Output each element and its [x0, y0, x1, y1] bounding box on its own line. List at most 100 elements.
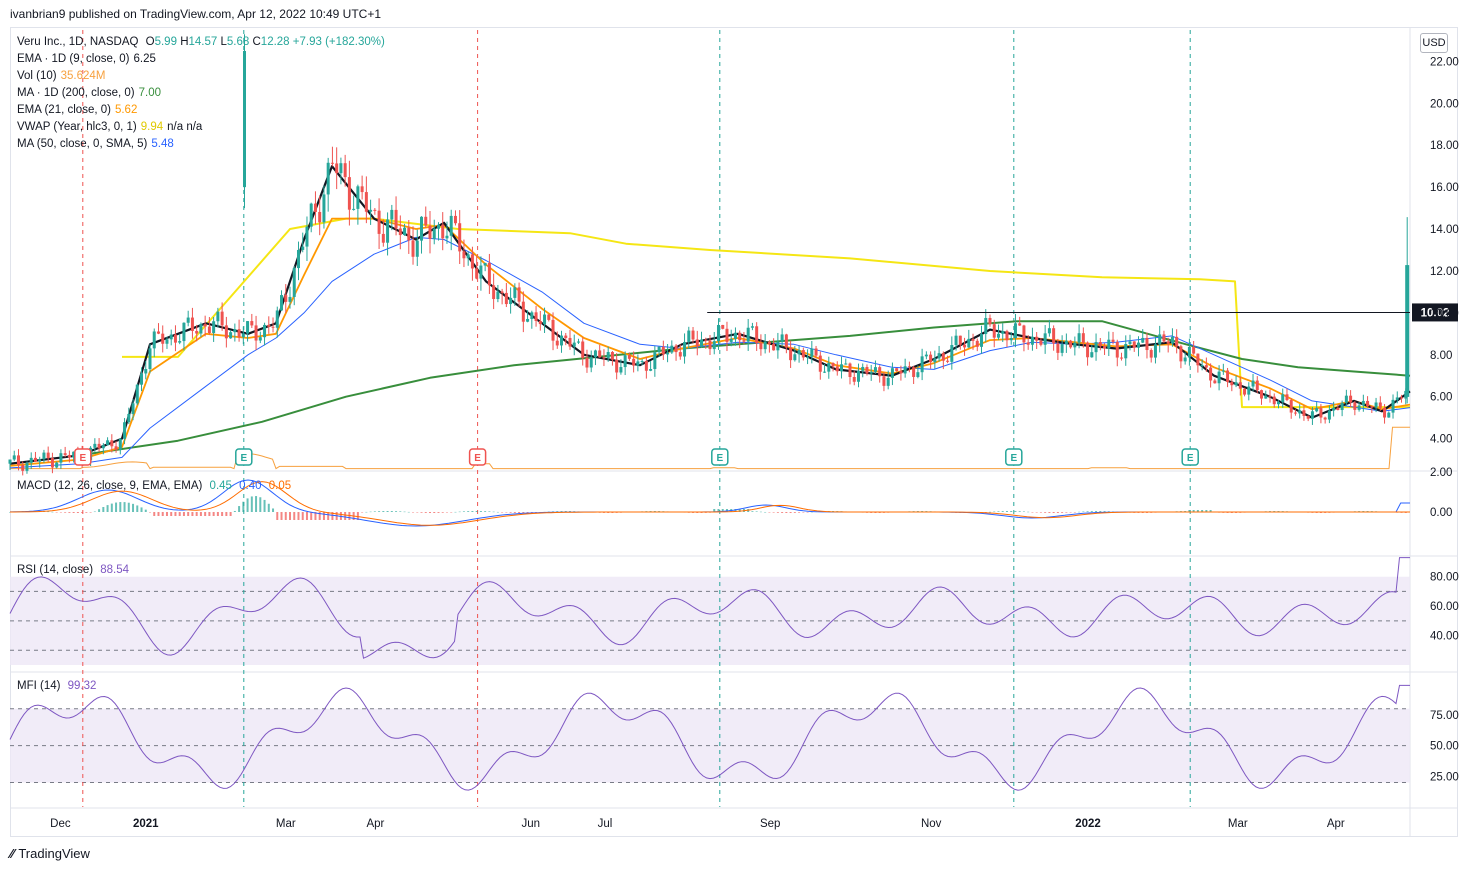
- candle-body: [1081, 333, 1085, 343]
- macd-bar: [102, 507, 105, 512]
- candle-body: [585, 357, 589, 368]
- candle-body: [110, 440, 114, 447]
- candle-body: [1149, 350, 1153, 358]
- candle-body: [1090, 352, 1094, 358]
- candles-group: [8, 146, 1408, 476]
- candle-body: [750, 326, 754, 328]
- macd-bar: [310, 512, 313, 520]
- candle-body: [627, 355, 631, 359]
- time-tick-label: Dec: [50, 818, 71, 830]
- macd-bar: [564, 511, 567, 512]
- candle-body: [988, 317, 992, 325]
- legend-vwap[interactable]: VWAP (Year, hlc3, 0, 1) 9.94 n/a n/a: [17, 119, 385, 136]
- candle-body: [373, 209, 377, 211]
- legend-ema9-value: 6.25: [133, 53, 156, 65]
- candle-body: [1069, 340, 1073, 348]
- macd-bar: [119, 502, 122, 512]
- macd-bar: [47, 511, 50, 513]
- legend-ema21-value: 5.62: [114, 104, 138, 116]
- macd-bar: [246, 498, 249, 512]
- candle-body: [733, 332, 737, 339]
- candle-body: [657, 346, 661, 353]
- legend-ma50[interactable]: MA (50, close, 0, SMA, 5) 5.48: [17, 136, 385, 153]
- spike-body-feb: [243, 50, 246, 188]
- macd-bar: [776, 512, 779, 513]
- candle-body: [466, 254, 470, 259]
- candle-body: [271, 326, 275, 328]
- currency-button[interactable]: USD: [1420, 33, 1448, 53]
- candle-body: [135, 384, 139, 404]
- rsi-legend[interactable]: RSI (14, close) 88.54: [17, 562, 129, 579]
- candle-body: [721, 324, 725, 329]
- legend-vwap-extra: n/a n/a: [167, 121, 203, 133]
- candle-body: [912, 367, 916, 377]
- candle-body: [801, 350, 805, 358]
- macd-bar: [1048, 512, 1051, 513]
- macd-bar: [327, 512, 330, 520]
- candle-body: [555, 340, 559, 346]
- legend-symbol[interactable]: Veru Inc., 1D, NASDAQ: [17, 36, 139, 48]
- candle-body: [16, 455, 20, 465]
- chart-frame: [10, 27, 1458, 837]
- candle-body: [182, 322, 186, 342]
- candle-body: [661, 346, 665, 355]
- candle-body: [1120, 357, 1124, 359]
- macd-bar: [250, 496, 253, 512]
- macd-bar: [496, 511, 499, 513]
- mfi-label: MFI (14): [17, 680, 61, 692]
- candle-body: [526, 318, 530, 322]
- candle-body: [1018, 323, 1022, 326]
- macd-bar: [98, 509, 101, 512]
- candle-body: [131, 403, 135, 414]
- macd-bar: [556, 511, 559, 512]
- legend-volume[interactable]: Vol (10) 35.624M: [17, 68, 385, 85]
- candle-body: [178, 341, 182, 343]
- macd-bar: [127, 502, 130, 512]
- macd-legend[interactable]: MACD (12, 26, close, 9, EMA, EMA) 0.45 0…: [17, 478, 291, 495]
- ohlc-close-label: C: [252, 36, 261, 48]
- candle-body: [123, 422, 127, 439]
- macd-bar: [717, 509, 720, 512]
- candle-body: [1400, 397, 1404, 399]
- candle-body: [861, 366, 865, 371]
- candle-body: [980, 334, 984, 347]
- candle-body: [432, 228, 436, 239]
- macd-bar: [713, 509, 716, 512]
- candle-body: [619, 367, 623, 373]
- legend-ma200-label: MA · 1D (200, close, 0): [17, 87, 135, 99]
- candle-body: [895, 368, 899, 372]
- candle-body: [144, 369, 148, 374]
- candle-body: [21, 464, 25, 471]
- candle-body: [207, 326, 211, 333]
- candle-body: [589, 357, 593, 368]
- price-tick-label: 4.00: [1430, 434, 1452, 446]
- legend-ema21[interactable]: EMA (21, close, 0) 5.62: [17, 102, 385, 119]
- candle-body: [534, 312, 538, 322]
- candle-body: [1158, 334, 1162, 345]
- macd-bar: [518, 512, 521, 513]
- candle-body: [275, 310, 279, 328]
- candle-body: [890, 368, 894, 378]
- candle-body: [1268, 395, 1272, 397]
- macd-bar: [59, 512, 62, 513]
- macd-bar: [738, 509, 741, 512]
- macd-bar: [429, 512, 431, 513]
- macd-bar: [144, 509, 147, 512]
- footer-brand[interactable]: ⁄⁄ TradingView: [10, 846, 90, 861]
- candle-body: [873, 367, 877, 372]
- macd-bar: [1069, 512, 1072, 513]
- candle-body: [1209, 367, 1213, 381]
- legend-ma200[interactable]: MA · 1D (200, close, 0) 7.00: [17, 85, 385, 102]
- candle-body: [683, 341, 687, 357]
- legend-ema9[interactable]: EMA · 1D (9, close, 0) 6.25: [17, 51, 385, 68]
- candle-body: [1298, 410, 1302, 414]
- mfi-legend[interactable]: MFI (14) 99.32: [17, 678, 96, 695]
- price-tick-label: 16.00: [1430, 182, 1459, 194]
- candle-body: [1387, 412, 1391, 418]
- macd-bar: [132, 503, 135, 512]
- candle-body: [632, 358, 636, 366]
- candle-body: [199, 324, 203, 334]
- candle-body: [572, 342, 576, 347]
- time-tick-label: Jul: [598, 818, 613, 830]
